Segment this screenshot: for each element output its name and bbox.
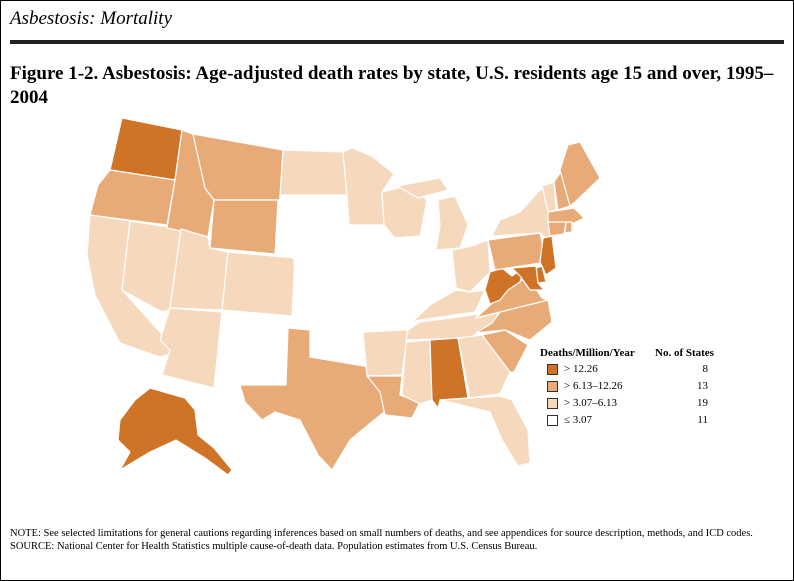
- state-ak: [117, 387, 233, 476]
- state-ms: [401, 339, 433, 405]
- state-me: [559, 141, 601, 207]
- legend-class-count: 8: [702, 363, 709, 375]
- state-la: [366, 375, 421, 419]
- source-text: SOURCE: National Center for Health Stati…: [10, 540, 538, 552]
- map-legend: Deaths/Million/Year No. of States > 12.2…: [540, 347, 740, 430]
- legend-class-label: > 6.13–12.26: [564, 380, 623, 392]
- legend-class-label: ≤ 3.07: [564, 414, 593, 426]
- legend-row: > 12.26 8: [540, 362, 740, 376]
- header-rule: [10, 40, 784, 44]
- note-text: NOTE: See selected limitations for gener…: [10, 528, 753, 539]
- state-az: [159, 307, 223, 389]
- state-md: [511, 265, 545, 291]
- state-co: [221, 251, 296, 317]
- state-or: [89, 169, 176, 226]
- state-ri: [564, 221, 573, 234]
- state-vt: [541, 181, 557, 213]
- state-ct: [547, 221, 567, 237]
- legend-class-label: > 12.26: [564, 363, 598, 375]
- legend-swatch: [547, 397, 558, 409]
- state-nd: [279, 149, 348, 196]
- state-ar: [362, 329, 409, 377]
- state-ga: [457, 334, 511, 399]
- legend-swatch: [547, 363, 558, 375]
- state-fl: [439, 395, 531, 467]
- legend-class-count: 13: [697, 380, 708, 392]
- legend-row: > 3.07–6.13 19: [540, 396, 740, 410]
- state-tx: [239, 327, 385, 471]
- state-sd: [276, 194, 350, 246]
- state-pa: [487, 232, 548, 271]
- legend-header: Deaths/Million/Year No. of States: [540, 347, 740, 359]
- legend-row: > 6.13–12.26 13: [540, 379, 740, 393]
- state-il: [389, 235, 429, 326]
- state-ky: [411, 289, 486, 323]
- legend-row: ≤ 3.07 11: [540, 413, 740, 427]
- state-ks: [291, 279, 362, 323]
- state-wa: [109, 117, 183, 181]
- legend-class-label: > 3.07–6.13: [564, 397, 617, 409]
- state-hi: [253, 449, 295, 479]
- state-nc: [475, 299, 553, 341]
- legend-swatch: [547, 380, 558, 392]
- state-wy: [209, 199, 279, 255]
- legend-class-count: 11: [697, 414, 708, 426]
- legend-class-count: 19: [697, 397, 708, 409]
- figure-notes: NOTE: See selected limitations for gener…: [10, 528, 785, 553]
- legend-swatch: [547, 414, 558, 426]
- state-mt: [192, 133, 284, 201]
- legend-heading-count: No. of States: [655, 347, 714, 359]
- legend-heading-rate: Deaths/Million/Year: [540, 347, 635, 359]
- figure-title: Figure 1-2. Asbestosis: Age-adjusted dea…: [10, 63, 774, 108]
- state-nj: [539, 235, 557, 276]
- section-header: Asbestosis: Mortality: [10, 8, 173, 29]
- state-ma: [547, 207, 585, 225]
- state-nm: [213, 311, 289, 391]
